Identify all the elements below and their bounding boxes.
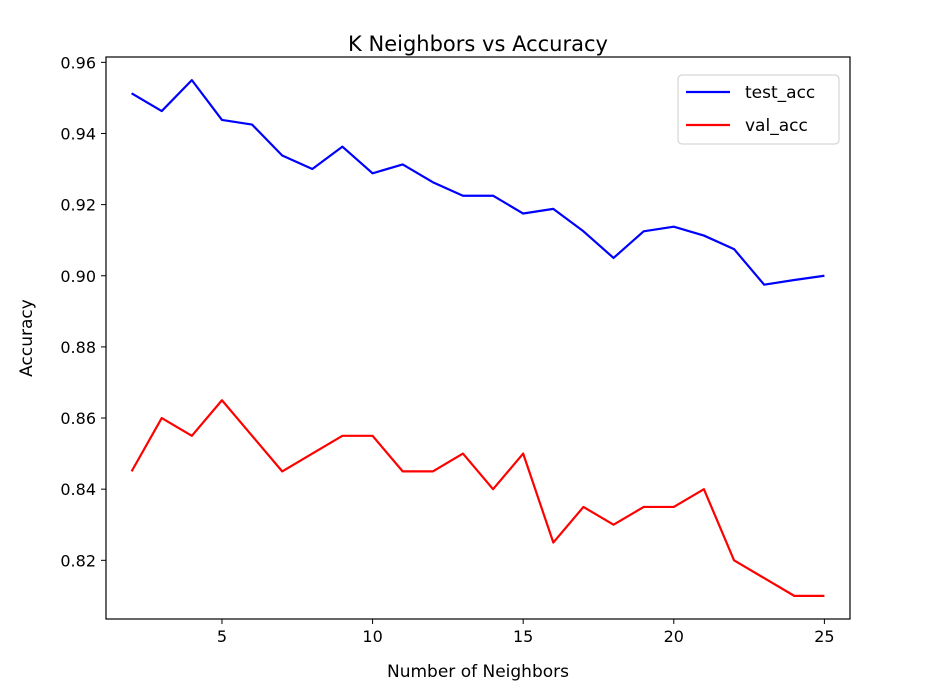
y-tick-label: 0.82 (60, 551, 96, 570)
x-tick-label: 5 (217, 627, 227, 646)
x-tick-label: 20 (664, 627, 684, 646)
y-axis-label: Accuracy (17, 299, 37, 377)
legend-label-val-acc: val_acc (745, 116, 808, 136)
y-tick-label: 0.96 (60, 53, 96, 72)
x-axis-label: Number of Neighbors (387, 662, 569, 682)
y-tick-label: 0.86 (60, 409, 96, 428)
series-line-val-acc (130, 399, 825, 597)
y-tick-label: 0.84 (60, 480, 96, 499)
y-tick-label: 0.88 (60, 338, 96, 357)
plot-area-frame (105, 56, 851, 620)
x-tick-label: 15 (513, 627, 533, 646)
y-tick-label: 0.92 (60, 196, 96, 215)
y-tick-label: 0.90 (60, 267, 96, 286)
y-tick-label: 0.94 (60, 124, 96, 143)
legend: test_acc val_acc (677, 74, 840, 145)
chart-title: K Neighbors vs Accuracy (348, 32, 608, 56)
x-tick-label: 10 (362, 627, 382, 646)
series-line-test-acc (131, 79, 825, 286)
x-tick-label: 25 (814, 627, 834, 646)
legend-label-test-acc: test_acc (745, 83, 815, 103)
